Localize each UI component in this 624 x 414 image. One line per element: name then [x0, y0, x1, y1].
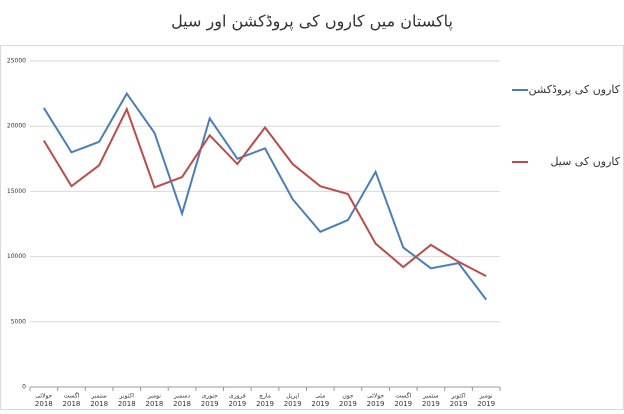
x-tick-label: اکتوبر — [119, 393, 135, 400]
x-tick-label: 2018 — [145, 400, 163, 408]
y-tick-label: 15000 — [7, 188, 26, 195]
x-tick-label: 2019 — [394, 400, 412, 408]
y-tick-label: 20000 — [7, 123, 26, 130]
series-line — [42, 91, 487, 301]
x-tick-label: 2019 — [284, 400, 302, 408]
x-tick-label: 2019 — [228, 400, 246, 408]
x-tick-label: نومبر — [147, 393, 161, 400]
x-tick-label: مارچ — [259, 393, 271, 400]
x-tick-label: اگست — [395, 392, 411, 400]
y-tick-label: 0 — [22, 384, 26, 391]
chart-frame — [0, 45, 624, 410]
x-tick-label: اکتوبر — [450, 393, 466, 400]
x-tick-label: اپریل — [286, 393, 299, 400]
x-tick-label: 2019 — [256, 400, 274, 408]
x-tick-label: جون — [342, 393, 354, 400]
x-tick-label: ستمبر — [90, 393, 106, 400]
x-tick-label: دسمبر — [173, 393, 191, 400]
x-tick-label: جولائی — [367, 393, 384, 400]
legend-label: کاروں کی سیل — [550, 155, 620, 168]
x-tick-label: مئی — [315, 393, 325, 400]
x-tick-label: 2019 — [477, 400, 495, 408]
x-tick-label: اگست — [64, 392, 80, 400]
x-tick-label: 2018 — [173, 400, 191, 408]
x-tick-label: 2019 — [339, 400, 357, 408]
x-tick-label: جنوری — [202, 393, 219, 400]
x-tick-label: 2018 — [118, 400, 136, 408]
x-tick-label: 2018 — [35, 400, 53, 408]
x-tick-label: نومبر — [479, 393, 493, 400]
x-tick-label: 2018 — [63, 400, 81, 408]
x-tick-label: ستمبر — [422, 393, 438, 400]
series-line — [42, 106, 487, 278]
chart-title: پاکستان میں کاروں کی پروڈکشن اور سیل — [171, 12, 453, 32]
x-tick-label: 2019 — [311, 400, 329, 408]
y-tick-label: 25000 — [7, 58, 26, 65]
x-tick-label: جولائی — [35, 393, 52, 400]
x-tick-label: 2019 — [422, 400, 440, 408]
x-tick-label: 2019 — [450, 400, 468, 408]
x-tick-label: 2019 — [201, 400, 219, 408]
x-tick-label: 2018 — [90, 400, 108, 408]
y-tick-label: 10000 — [7, 253, 26, 260]
legend-label: کاروں کی پروڈکشن — [529, 83, 621, 96]
y-tick-label: 5000 — [11, 318, 26, 325]
x-tick-label: فروری — [229, 393, 246, 400]
x-tick-label: 2019 — [367, 400, 385, 408]
